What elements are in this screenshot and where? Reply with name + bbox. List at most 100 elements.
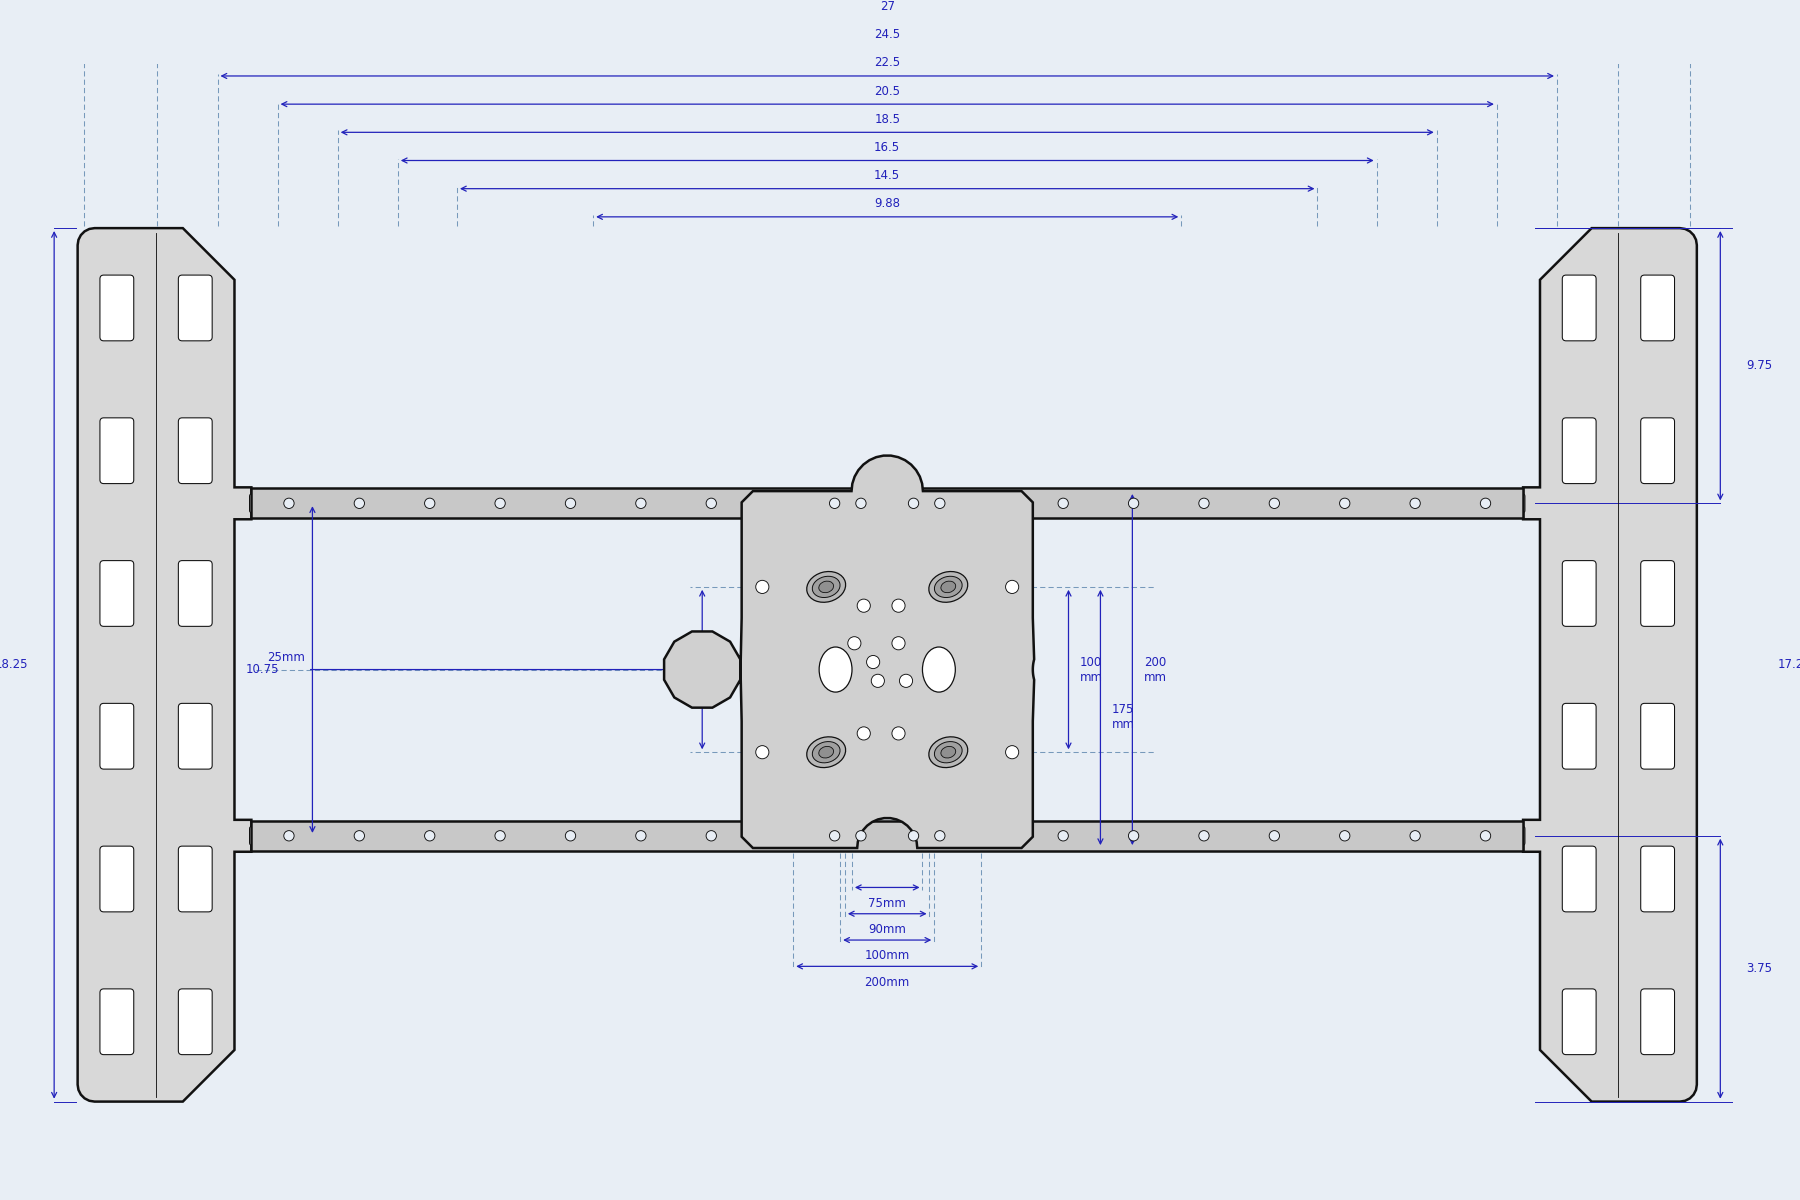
Text: 14.5: 14.5 [875, 169, 900, 182]
Circle shape [918, 830, 927, 841]
Text: 175
mm: 175 mm [1112, 703, 1134, 732]
Text: 10.75: 10.75 [247, 664, 279, 676]
Circle shape [934, 498, 945, 509]
Circle shape [1058, 498, 1069, 509]
Circle shape [425, 498, 436, 509]
Circle shape [988, 498, 997, 509]
Polygon shape [664, 456, 1035, 848]
Ellipse shape [819, 746, 833, 758]
FancyBboxPatch shape [1562, 846, 1597, 912]
Circle shape [284, 830, 293, 841]
Text: 9.75: 9.75 [1746, 359, 1773, 372]
Circle shape [706, 498, 716, 509]
FancyBboxPatch shape [101, 989, 133, 1055]
Ellipse shape [819, 647, 851, 692]
Text: 100mm: 100mm [864, 949, 909, 962]
FancyBboxPatch shape [178, 560, 212, 626]
FancyBboxPatch shape [178, 989, 212, 1055]
Circle shape [857, 599, 871, 612]
FancyBboxPatch shape [1562, 418, 1597, 484]
Circle shape [830, 498, 841, 509]
Circle shape [893, 637, 905, 650]
FancyBboxPatch shape [178, 275, 212, 341]
Circle shape [706, 830, 716, 841]
Circle shape [565, 830, 576, 841]
Text: 16.5: 16.5 [875, 140, 900, 154]
FancyBboxPatch shape [1562, 989, 1597, 1055]
Circle shape [565, 498, 576, 509]
Text: 24.5: 24.5 [875, 29, 900, 41]
Text: Ø 1: Ø 1 [877, 652, 898, 665]
Circle shape [1129, 830, 1139, 841]
FancyBboxPatch shape [101, 418, 133, 484]
Bar [252, 488, 1523, 518]
Circle shape [855, 498, 866, 509]
Text: 9.88: 9.88 [875, 197, 900, 210]
FancyBboxPatch shape [250, 826, 275, 846]
Circle shape [284, 498, 293, 509]
Text: 17.25: 17.25 [1778, 659, 1800, 671]
FancyBboxPatch shape [1499, 493, 1525, 514]
FancyBboxPatch shape [101, 703, 133, 769]
Ellipse shape [929, 737, 968, 768]
Polygon shape [1523, 228, 1697, 1102]
FancyBboxPatch shape [178, 418, 212, 484]
Text: 200mm: 200mm [864, 976, 909, 989]
Circle shape [1409, 498, 1420, 509]
FancyBboxPatch shape [250, 493, 275, 514]
Circle shape [635, 498, 646, 509]
Circle shape [830, 830, 841, 841]
Circle shape [1006, 581, 1019, 594]
Text: 200
mm: 200 mm [1143, 655, 1166, 684]
Circle shape [846, 498, 857, 509]
FancyBboxPatch shape [1642, 418, 1674, 484]
FancyBboxPatch shape [1642, 989, 1674, 1055]
Circle shape [425, 830, 436, 841]
Circle shape [635, 830, 646, 841]
Ellipse shape [934, 576, 963, 598]
Circle shape [900, 674, 913, 688]
Circle shape [988, 830, 997, 841]
Circle shape [1006, 745, 1019, 758]
Ellipse shape [941, 581, 956, 593]
FancyBboxPatch shape [1562, 560, 1597, 626]
Circle shape [1480, 498, 1490, 509]
Polygon shape [77, 228, 252, 1102]
Circle shape [918, 498, 927, 509]
FancyBboxPatch shape [101, 846, 133, 912]
Circle shape [1339, 498, 1350, 509]
Circle shape [855, 830, 866, 841]
Circle shape [756, 581, 769, 594]
Text: 90mm: 90mm [868, 923, 905, 936]
FancyBboxPatch shape [1642, 275, 1674, 341]
Circle shape [756, 745, 769, 758]
Circle shape [1058, 830, 1069, 841]
Circle shape [1199, 830, 1210, 841]
Circle shape [495, 830, 506, 841]
Circle shape [846, 830, 857, 841]
Circle shape [1129, 498, 1139, 509]
Ellipse shape [934, 742, 963, 763]
FancyBboxPatch shape [1562, 703, 1597, 769]
Text: 18.5: 18.5 [875, 113, 900, 126]
Circle shape [909, 498, 918, 509]
Text: 75
mm: 75 mm [668, 655, 691, 684]
Circle shape [893, 599, 905, 612]
Circle shape [1339, 830, 1350, 841]
Circle shape [1480, 830, 1490, 841]
Circle shape [1269, 830, 1280, 841]
FancyBboxPatch shape [1642, 846, 1674, 912]
Circle shape [776, 498, 787, 509]
Circle shape [495, 498, 506, 509]
Ellipse shape [812, 742, 841, 763]
Circle shape [871, 674, 884, 688]
Text: 75mm: 75mm [868, 896, 905, 910]
Ellipse shape [806, 737, 846, 768]
FancyBboxPatch shape [101, 275, 133, 341]
FancyBboxPatch shape [101, 560, 133, 626]
Ellipse shape [812, 576, 841, 598]
Ellipse shape [929, 571, 968, 602]
Circle shape [1409, 830, 1420, 841]
Circle shape [776, 830, 787, 841]
Ellipse shape [806, 571, 846, 602]
